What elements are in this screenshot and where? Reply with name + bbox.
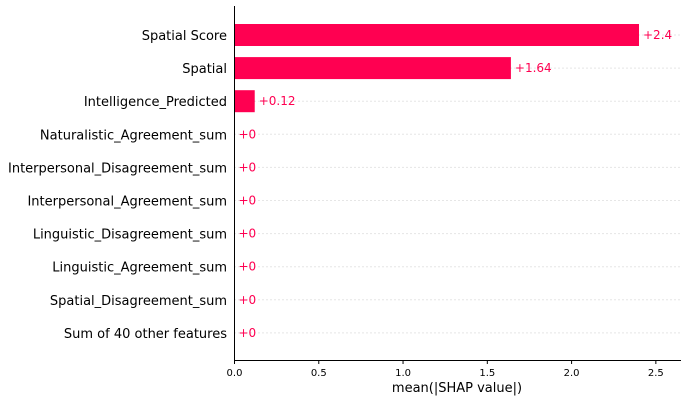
category-label: Spatial [182, 62, 227, 77]
value-label: +0 [239, 293, 257, 307]
value-label: +0 [239, 194, 257, 208]
category-label: Interpersonal_Agreement_sum [27, 195, 227, 210]
x-tick-label: 0.0 [227, 368, 243, 379]
x-axis-label: mean(|SHAP value|) [392, 381, 522, 396]
category-label: Spatial_Disagreement_sum [50, 294, 227, 309]
category-label: Intelligence_Predicted [84, 95, 227, 110]
value-label: +1.64 [515, 61, 552, 75]
bar [234, 24, 639, 46]
x-axis-ticks: 0.0 0.5 1.0 1.5 2.0 2.5 [227, 360, 664, 379]
value-label: +0 [239, 127, 257, 141]
category-labels: Spatial Score Spatial Intelligence_Predict… [8, 29, 227, 342]
value-label: +0 [239, 160, 257, 174]
gridlines [234, 34, 681, 334]
category-label: Linguistic_Agreement_sum [52, 261, 227, 276]
x-tick-label: 1.5 [479, 368, 495, 379]
category-label: Interpersonal_Disagreement_sum [8, 161, 227, 176]
x-tick-label: 1.0 [395, 368, 411, 379]
category-label: Sum of 40 other features [64, 327, 227, 342]
x-tick-label: 2.5 [648, 368, 664, 379]
value-label: +0.12 [259, 94, 296, 108]
bar [234, 57, 511, 80]
x-tick-label: 2.0 [564, 368, 580, 379]
category-label: Linguistic_Disagreement_sum [33, 228, 227, 243]
x-tick-label: 0.5 [311, 368, 327, 379]
bar [234, 90, 255, 113]
bars [234, 24, 639, 113]
value-labels: +2.4 +1.64 +0.12 +0 +0 +0 +0 +0 +0 +0 [239, 28, 673, 340]
category-label: Spatial Score [142, 29, 227, 44]
value-label: +0 [239, 260, 257, 274]
value-label: +0 [239, 326, 257, 340]
value-label: +2.4 [643, 28, 672, 42]
value-label: +0 [239, 227, 257, 241]
category-label: Naturalistic_Agreement_sum [40, 128, 227, 143]
